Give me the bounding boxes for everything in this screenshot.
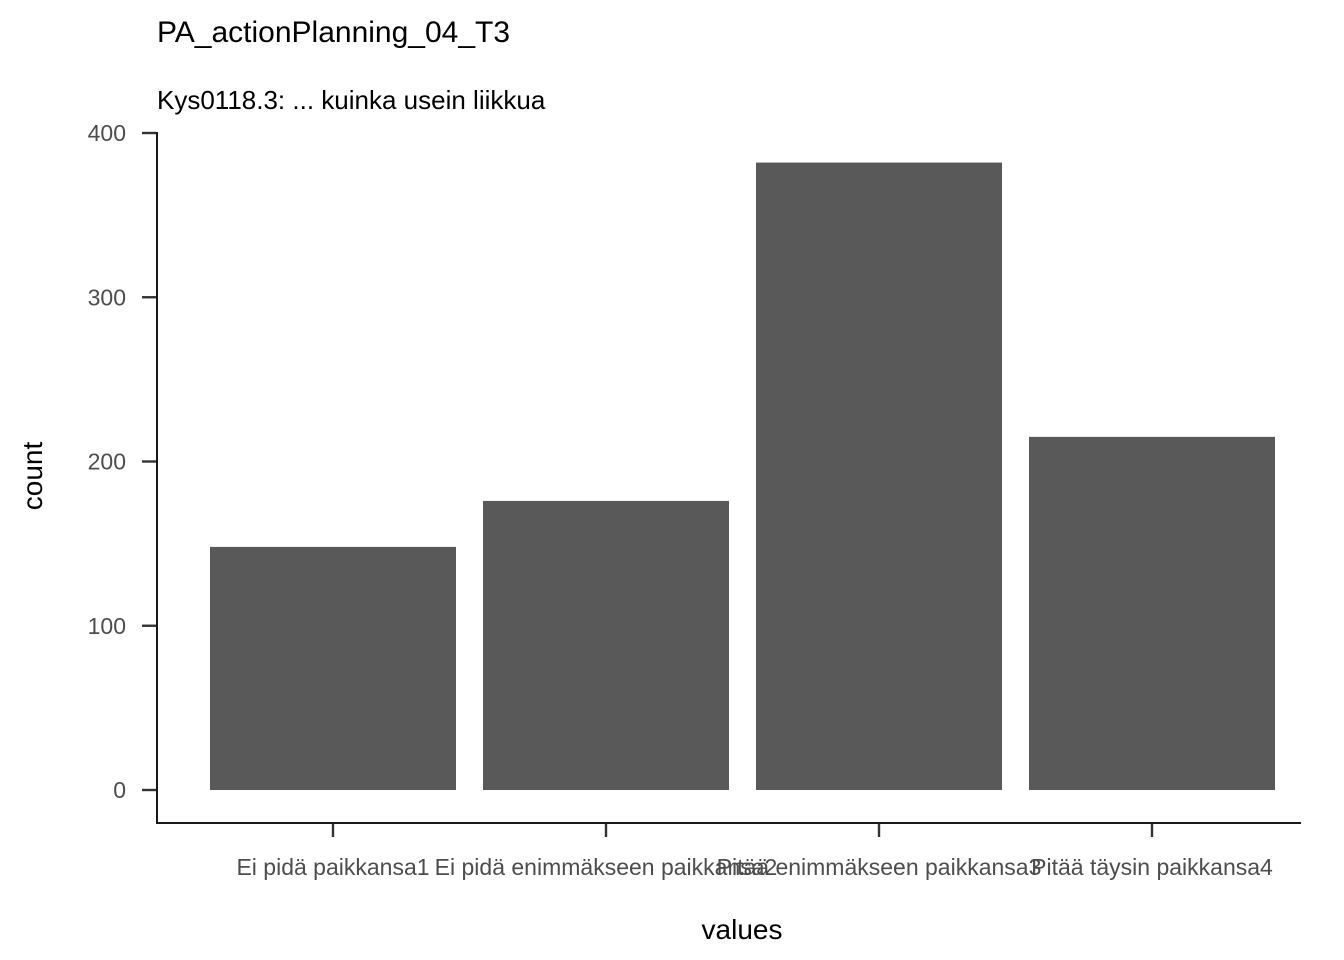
bar — [483, 500, 729, 790]
x-tick-label: Pitää enimmäkseen paikkansa3 — [717, 854, 1042, 880]
y-tick-label: 0 — [113, 777, 126, 803]
y-axis-title: count — [17, 442, 48, 511]
bar — [210, 546, 456, 790]
x-tick-label: Ei pidä paikkansa1 — [236, 854, 429, 880]
bars-group — [210, 162, 1275, 790]
bar — [756, 162, 1002, 790]
y-tick-label: 300 — [88, 284, 126, 310]
chart-subtitle: Kys0118.3: ... kuinka usein liikkua — [157, 85, 546, 115]
bar — [1029, 436, 1275, 790]
y-axis-ticks: 0 100 200 300 400 — [88, 120, 156, 803]
x-axis-ticks: Ei pidä paikkansa1 Ei pidä enimmäkseen pa… — [236, 824, 1273, 880]
y-tick-label: 200 — [88, 449, 126, 475]
x-tick-label: Ei pidä enimmäkseen paikkansa2 — [435, 854, 778, 880]
y-tick-label: 400 — [88, 120, 126, 146]
chart-title: PA_actionPlanning_04_T3 — [157, 16, 510, 49]
x-tick-label: Pitää täysin paikkansa4 — [1031, 854, 1273, 880]
y-tick-label: 100 — [88, 613, 126, 639]
x-axis-title: values — [702, 914, 783, 945]
